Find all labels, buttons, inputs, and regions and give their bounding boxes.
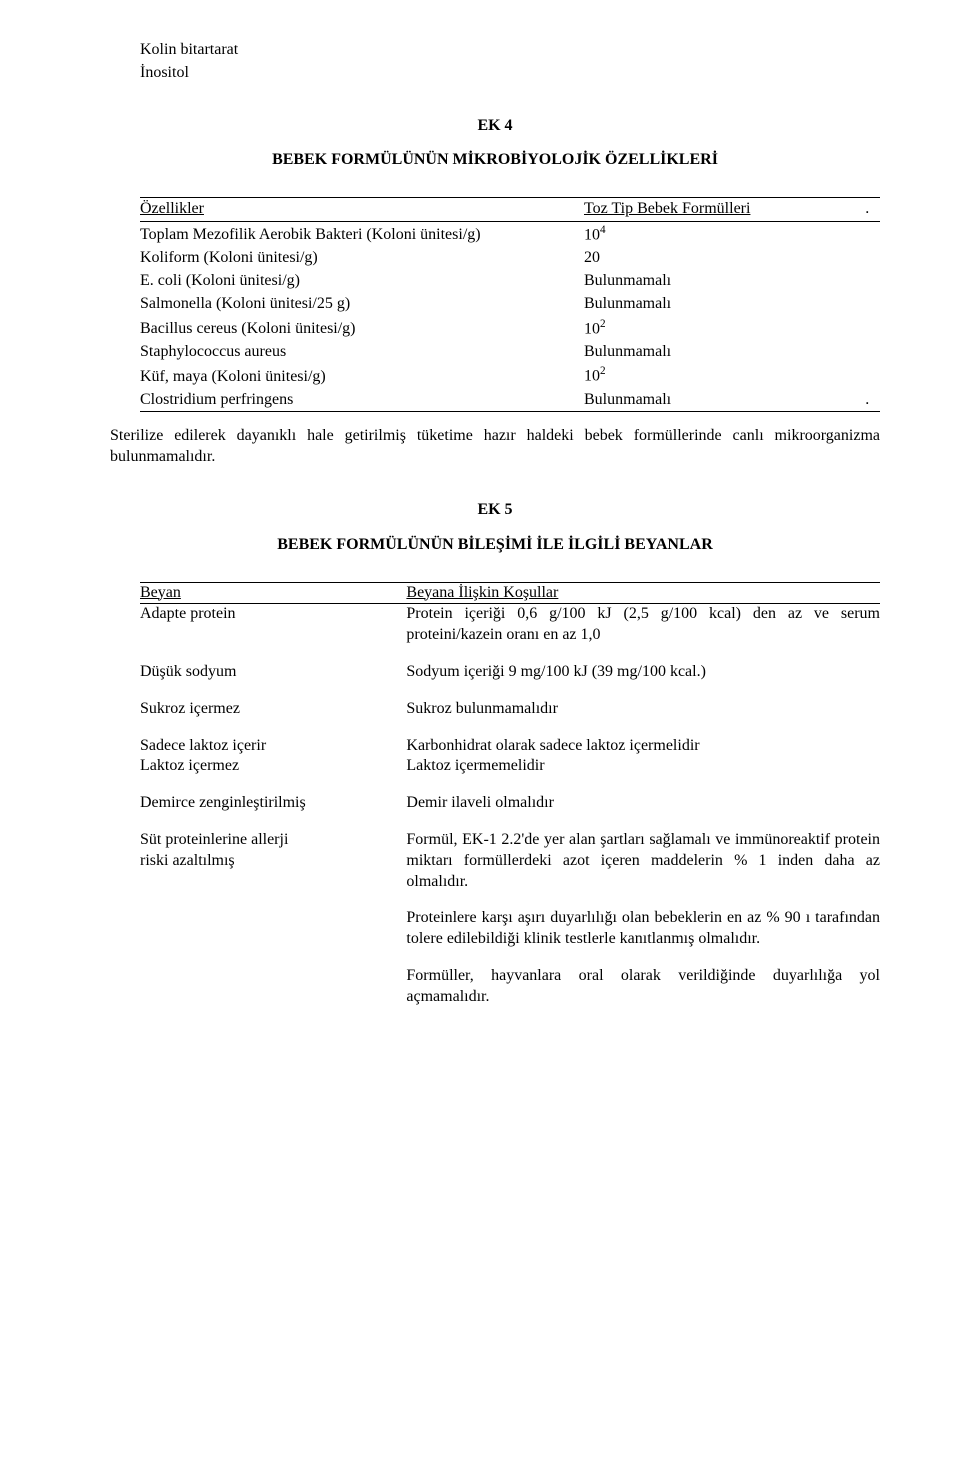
ek5-table: Beyan Beyana İlişkin Koşullar Adapte pro… [140,582,880,1024]
table-cell: 102 [584,316,865,341]
table-cell: 20 [584,247,865,270]
ingredient-line: İnositol [140,63,880,84]
beyan-label: Demirce zenginleştirilmiş [140,793,406,814]
ek4-paragraph: Sterilize edilerek dayanıklı hale getiri… [110,426,880,468]
table-cell: 102 [584,363,865,388]
table-cell: Bacillus cereus (Koloni ünitesi/g) [140,316,584,341]
ek4-table: Özellikler Toz Tip Bebek Formülleri . To… [140,197,880,412]
beyan-label: Adapte protein [140,604,406,625]
beyan-desc: Demir ilaveli olmalıdır [406,793,880,814]
beyan-extra-para: Proteinlere karşı aşırı duyarlılığı olan… [406,908,880,950]
ingredient-line: Kolin bitartarat [140,40,880,61]
ek5-heading: EK 5 [110,500,880,521]
table-cell: Salmonella (Koloni ünitesi/25 g) [140,293,584,316]
table-cell: Bulunmamalı [584,270,865,293]
beyan-desc: Sodyum içeriği 9 mg/100 kJ (39 mg/100 kc… [406,662,880,683]
table-cell: Bulunmamalı [584,293,865,316]
ek5-col-left: Beyan [140,582,406,604]
ek4-col-left: Özellikler [140,198,584,222]
beyan-label: Düşük sodyum [140,662,406,683]
ek5-col-right: Beyana İlişkin Koşullar [406,582,880,604]
table-cell: Clostridium perfringens [140,389,584,412]
ek4-heading: EK 4 [110,116,880,137]
ek4-subtitle: BEBEK FORMÜLÜNÜN MİKROBİYOLOJİK ÖZELLİKL… [110,150,880,171]
table-cell: 104 [584,221,865,247]
table-cell: Koliform (Koloni ünitesi/g) [140,247,584,270]
table-cell: Staphylococcus aureus [140,341,584,364]
ek4-col-right: Toz Tip Bebek Formülleri [584,198,865,222]
ek4-col-dot: . [865,198,880,222]
table-cell: E. coli (Koloni ünitesi/g) [140,270,584,293]
beyan-extra-para: Formüller, hayvanlara oral olarak verild… [406,966,880,1008]
table-cell: Bulunmamalı [584,389,865,412]
table-cell: Toplam Mezofilik Aerobik Bakteri (Koloni… [140,221,584,247]
ek5-subtitle: BEBEK FORMÜLÜNÜN BİLEŞİMİ İLE İLGİLİ BEY… [110,535,880,556]
beyan-desc: Karbonhidrat olarak sadece laktoz içerme… [406,736,880,778]
beyan-label: Süt proteinlerine allerjiriski azaltılmı… [140,830,406,872]
table-cell: Küf, maya (Koloni ünitesi/g) [140,363,584,388]
table-cell: Bulunmamalı [584,341,865,364]
table-cell: . [865,389,880,412]
top-ingredient-lines: Kolin bitartarat İnositol [110,40,880,84]
beyan-label: Sadece laktoz içerirLaktoz içermez [140,736,406,778]
beyan-desc: Protein içeriği 0,6 g/100 kJ (2,5 g/100 … [406,604,880,646]
beyan-desc: Formül, EK-1 2.2'de yer alan şartları sa… [406,830,880,892]
beyan-desc: Sukroz bulunmamalıdır [406,699,880,720]
beyan-label: Sukroz içermez [140,699,406,720]
